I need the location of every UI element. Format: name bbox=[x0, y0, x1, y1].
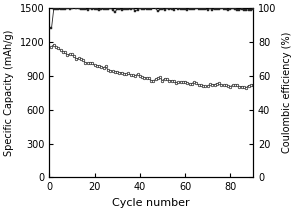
Y-axis label: Coulombic efficiency (%): Coulombic efficiency (%) bbox=[282, 32, 292, 153]
Y-axis label: Specific Capacity (mAh/g): Specific Capacity (mAh/g) bbox=[4, 30, 14, 156]
X-axis label: Cycle number: Cycle number bbox=[112, 198, 190, 208]
